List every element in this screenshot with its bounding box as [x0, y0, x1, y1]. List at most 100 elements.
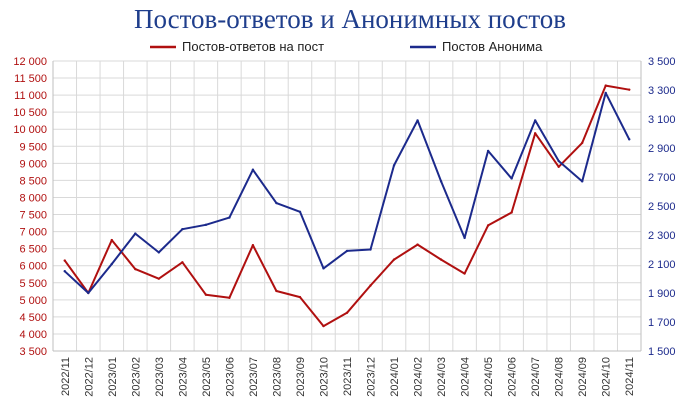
x-tick-label: 2023/10: [318, 357, 330, 397]
y-right-tick-label: 1 500: [648, 346, 676, 358]
y-left-tick-label: 9 000: [19, 158, 47, 170]
y-left-tick-label: 5 500: [19, 278, 47, 290]
y-right-tick-label: 1 700: [648, 317, 676, 329]
point-anon: [486, 149, 490, 153]
point-anon: [345, 249, 349, 253]
x-tick-label: 2024/02: [413, 357, 425, 397]
y-right-tick-label: 2 500: [648, 201, 676, 213]
y-left-tick-label: 5 000: [19, 295, 47, 307]
x-tick-label: 2024/11: [624, 357, 636, 396]
point-replies: [581, 141, 584, 145]
x-tick-label: 2024/07: [530, 357, 542, 397]
point-replies: [416, 243, 419, 246]
y-left-tick-label: 4 500: [19, 312, 47, 324]
legend-label-anon: Постов Анонима: [442, 39, 543, 54]
y-right-tick-label: 3 500: [648, 56, 676, 68]
x-tick-label: 2023/02: [130, 357, 142, 397]
point-replies: [298, 295, 302, 299]
x-tick-label: 2023/11: [342, 357, 354, 396]
point-anon: [110, 262, 114, 266]
point-anon: [463, 236, 466, 240]
x-tick-label: 2022/11: [60, 357, 72, 396]
point-anon: [228, 216, 231, 219]
x-tick-label: 2024/05: [483, 357, 495, 397]
point-anon: [63, 270, 66, 273]
y-right-tick-label: 3 300: [648, 85, 676, 97]
point-replies: [63, 259, 66, 262]
x-tick-label: 2023/05: [201, 357, 213, 397]
y-left-tick-label: 10 500: [13, 107, 47, 119]
point-replies: [439, 258, 443, 261]
point-replies: [345, 311, 349, 314]
y-right-tick-label: 1 900: [648, 288, 676, 300]
x-tick-label: 2024/06: [507, 357, 519, 397]
point-replies: [392, 258, 396, 261]
point-anon: [628, 138, 631, 141]
point-anon: [416, 119, 419, 122]
x-axis: 2022/11 2022/12 2023/01 2023/02 2023/03 2023/…: [53, 350, 641, 397]
point-replies: [557, 165, 560, 168]
x-tick-label: 2024/08: [554, 357, 566, 397]
y-right-tick-label: 2 300: [648, 230, 676, 242]
y-right-tick-label: 2 900: [648, 143, 676, 155]
x-tick-label: 2023/04: [177, 357, 189, 397]
x-tick-label: 2023/06: [224, 357, 236, 397]
point-replies: [157, 277, 161, 280]
legend: Постов-ответов на пост Постов Анонима: [150, 39, 543, 54]
point-anon: [181, 228, 184, 231]
y-left-tick-label: 10 000: [13, 124, 47, 136]
y-left-tick-label: 8 500: [19, 175, 47, 187]
x-tick-label: 2024/01: [389, 357, 401, 397]
y-axis-right: 1 500 1 700 1 900 2 100 2 300 2 500 2 700 2 900…: [640, 56, 676, 358]
point-replies: [275, 289, 278, 293]
point-replies: [134, 267, 137, 271]
point-anon: [298, 210, 302, 213]
point-replies: [628, 88, 631, 91]
y-axis-left: 3 500 4 000 4 500 5 000 5 500 6 000 6 500 7 000…: [13, 56, 54, 358]
y-right-tick-label: 2 700: [648, 172, 676, 184]
point-replies: [251, 244, 255, 247]
point-anon: [557, 159, 560, 163]
y-left-tick-label: 12 000: [13, 56, 47, 68]
x-tick-label: 2024/09: [577, 357, 589, 397]
point-replies: [463, 272, 466, 275]
legend-label-replies: Постов-ответов на пост: [182, 39, 324, 54]
point-anon: [87, 291, 90, 295]
chart-title: Постов-ответов и Анонимных постов: [134, 4, 566, 34]
series-lines: [63, 84, 631, 328]
point-anon: [533, 119, 537, 122]
y-left-tick-label: 4 000: [19, 329, 47, 341]
y-left-tick-label: 11 500: [14, 73, 47, 85]
grid: [52, 60, 642, 352]
point-anon: [439, 180, 443, 183]
point-anon: [392, 164, 396, 167]
point-anon: [204, 223, 208, 227]
series-line-anon: [63, 91, 631, 294]
y-left-tick-label: 7 500: [19, 210, 47, 222]
point-anon: [275, 201, 278, 205]
point-anon: [322, 267, 325, 270]
point-anon: [581, 180, 584, 183]
point-anon: [510, 177, 513, 180]
x-tick-label: 2023/01: [107, 357, 119, 397]
y-right-tick-label: 2 100: [648, 259, 676, 271]
x-tick-label: 2023/07: [248, 357, 260, 397]
y-left-tick-label: 7 000: [19, 227, 47, 239]
y-left-tick-label: 11 000: [14, 90, 47, 102]
point-replies: [181, 261, 184, 264]
series-line-replies: [63, 84, 631, 328]
point-replies: [369, 284, 372, 287]
point-anon: [604, 91, 607, 95]
x-tick-label: 2023/03: [154, 357, 166, 397]
x-tick-label: 2023/08: [271, 357, 283, 397]
point-anon: [134, 232, 137, 235]
x-tick-label: 2024/03: [436, 357, 448, 397]
y-left-tick-label: 6 000: [19, 261, 47, 273]
point-replies: [510, 211, 513, 214]
x-tick-label: 2024/04: [460, 357, 472, 397]
y-right-tick-label: 3 100: [648, 114, 676, 126]
x-tick-label: 2024/10: [601, 357, 613, 397]
point-replies: [204, 293, 208, 296]
point-anon: [157, 251, 161, 254]
